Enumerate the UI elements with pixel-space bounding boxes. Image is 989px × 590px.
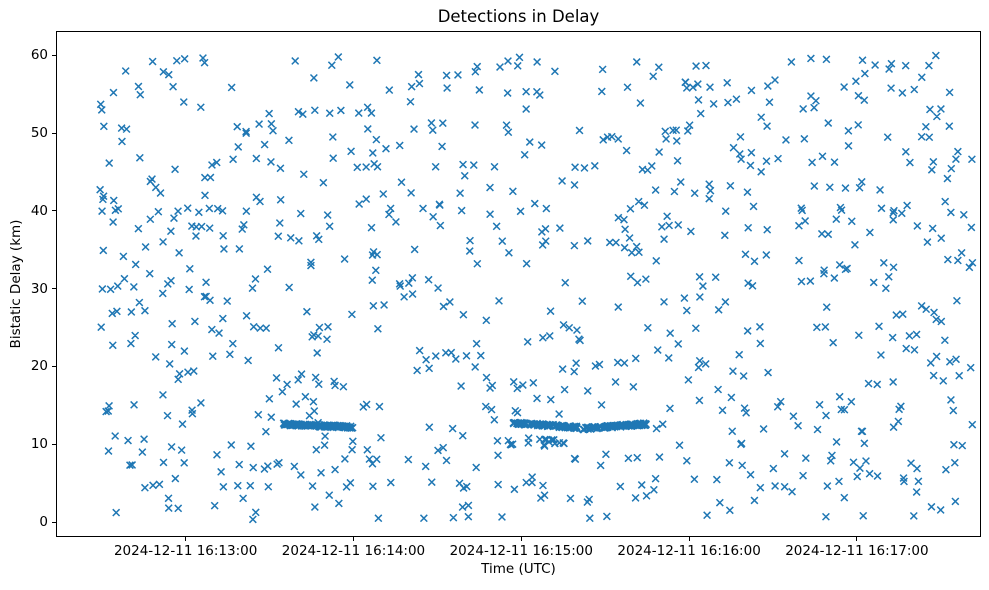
x-tick-mark	[520, 537, 522, 541]
y-tick-mark	[52, 288, 56, 290]
y-tick-label: 20	[30, 358, 48, 375]
y-tick-mark	[52, 54, 56, 56]
y-tick-mark	[52, 132, 56, 134]
plot-area	[56, 31, 981, 537]
x-tick-label: 2024-12-11 16:16:00	[617, 543, 761, 559]
x-tick-label: 2024-12-11 16:17:00	[785, 543, 929, 559]
y-tick-label: 10	[30, 436, 48, 453]
y-tick-label: 40	[30, 202, 48, 219]
y-tick-mark	[52, 521, 56, 523]
y-tick-mark	[52, 365, 56, 367]
x-tick-mark	[688, 537, 690, 541]
x-tick-mark	[856, 537, 858, 541]
y-tick-mark	[52, 443, 56, 445]
y-tick-label: 0	[39, 514, 48, 530]
scatter-canvas	[57, 32, 980, 536]
y-tick-label: 30	[30, 280, 48, 297]
y-tick-mark	[52, 210, 56, 212]
y-tick-label: 50	[30, 125, 48, 142]
x-tick-label: 2024-12-11 16:15:00	[449, 543, 593, 559]
x-axis-label: Time (UTC)	[481, 561, 556, 577]
x-tick-mark	[352, 537, 354, 541]
chart-title: Detections in Delay	[437, 7, 600, 26]
y-tick-label: 60	[30, 47, 48, 64]
x-tick-label: 2024-12-11 16:14:00	[281, 543, 426, 559]
x-tick-mark	[185, 537, 187, 541]
x-tick-label: 2024-12-11 16:13:00	[113, 543, 258, 559]
